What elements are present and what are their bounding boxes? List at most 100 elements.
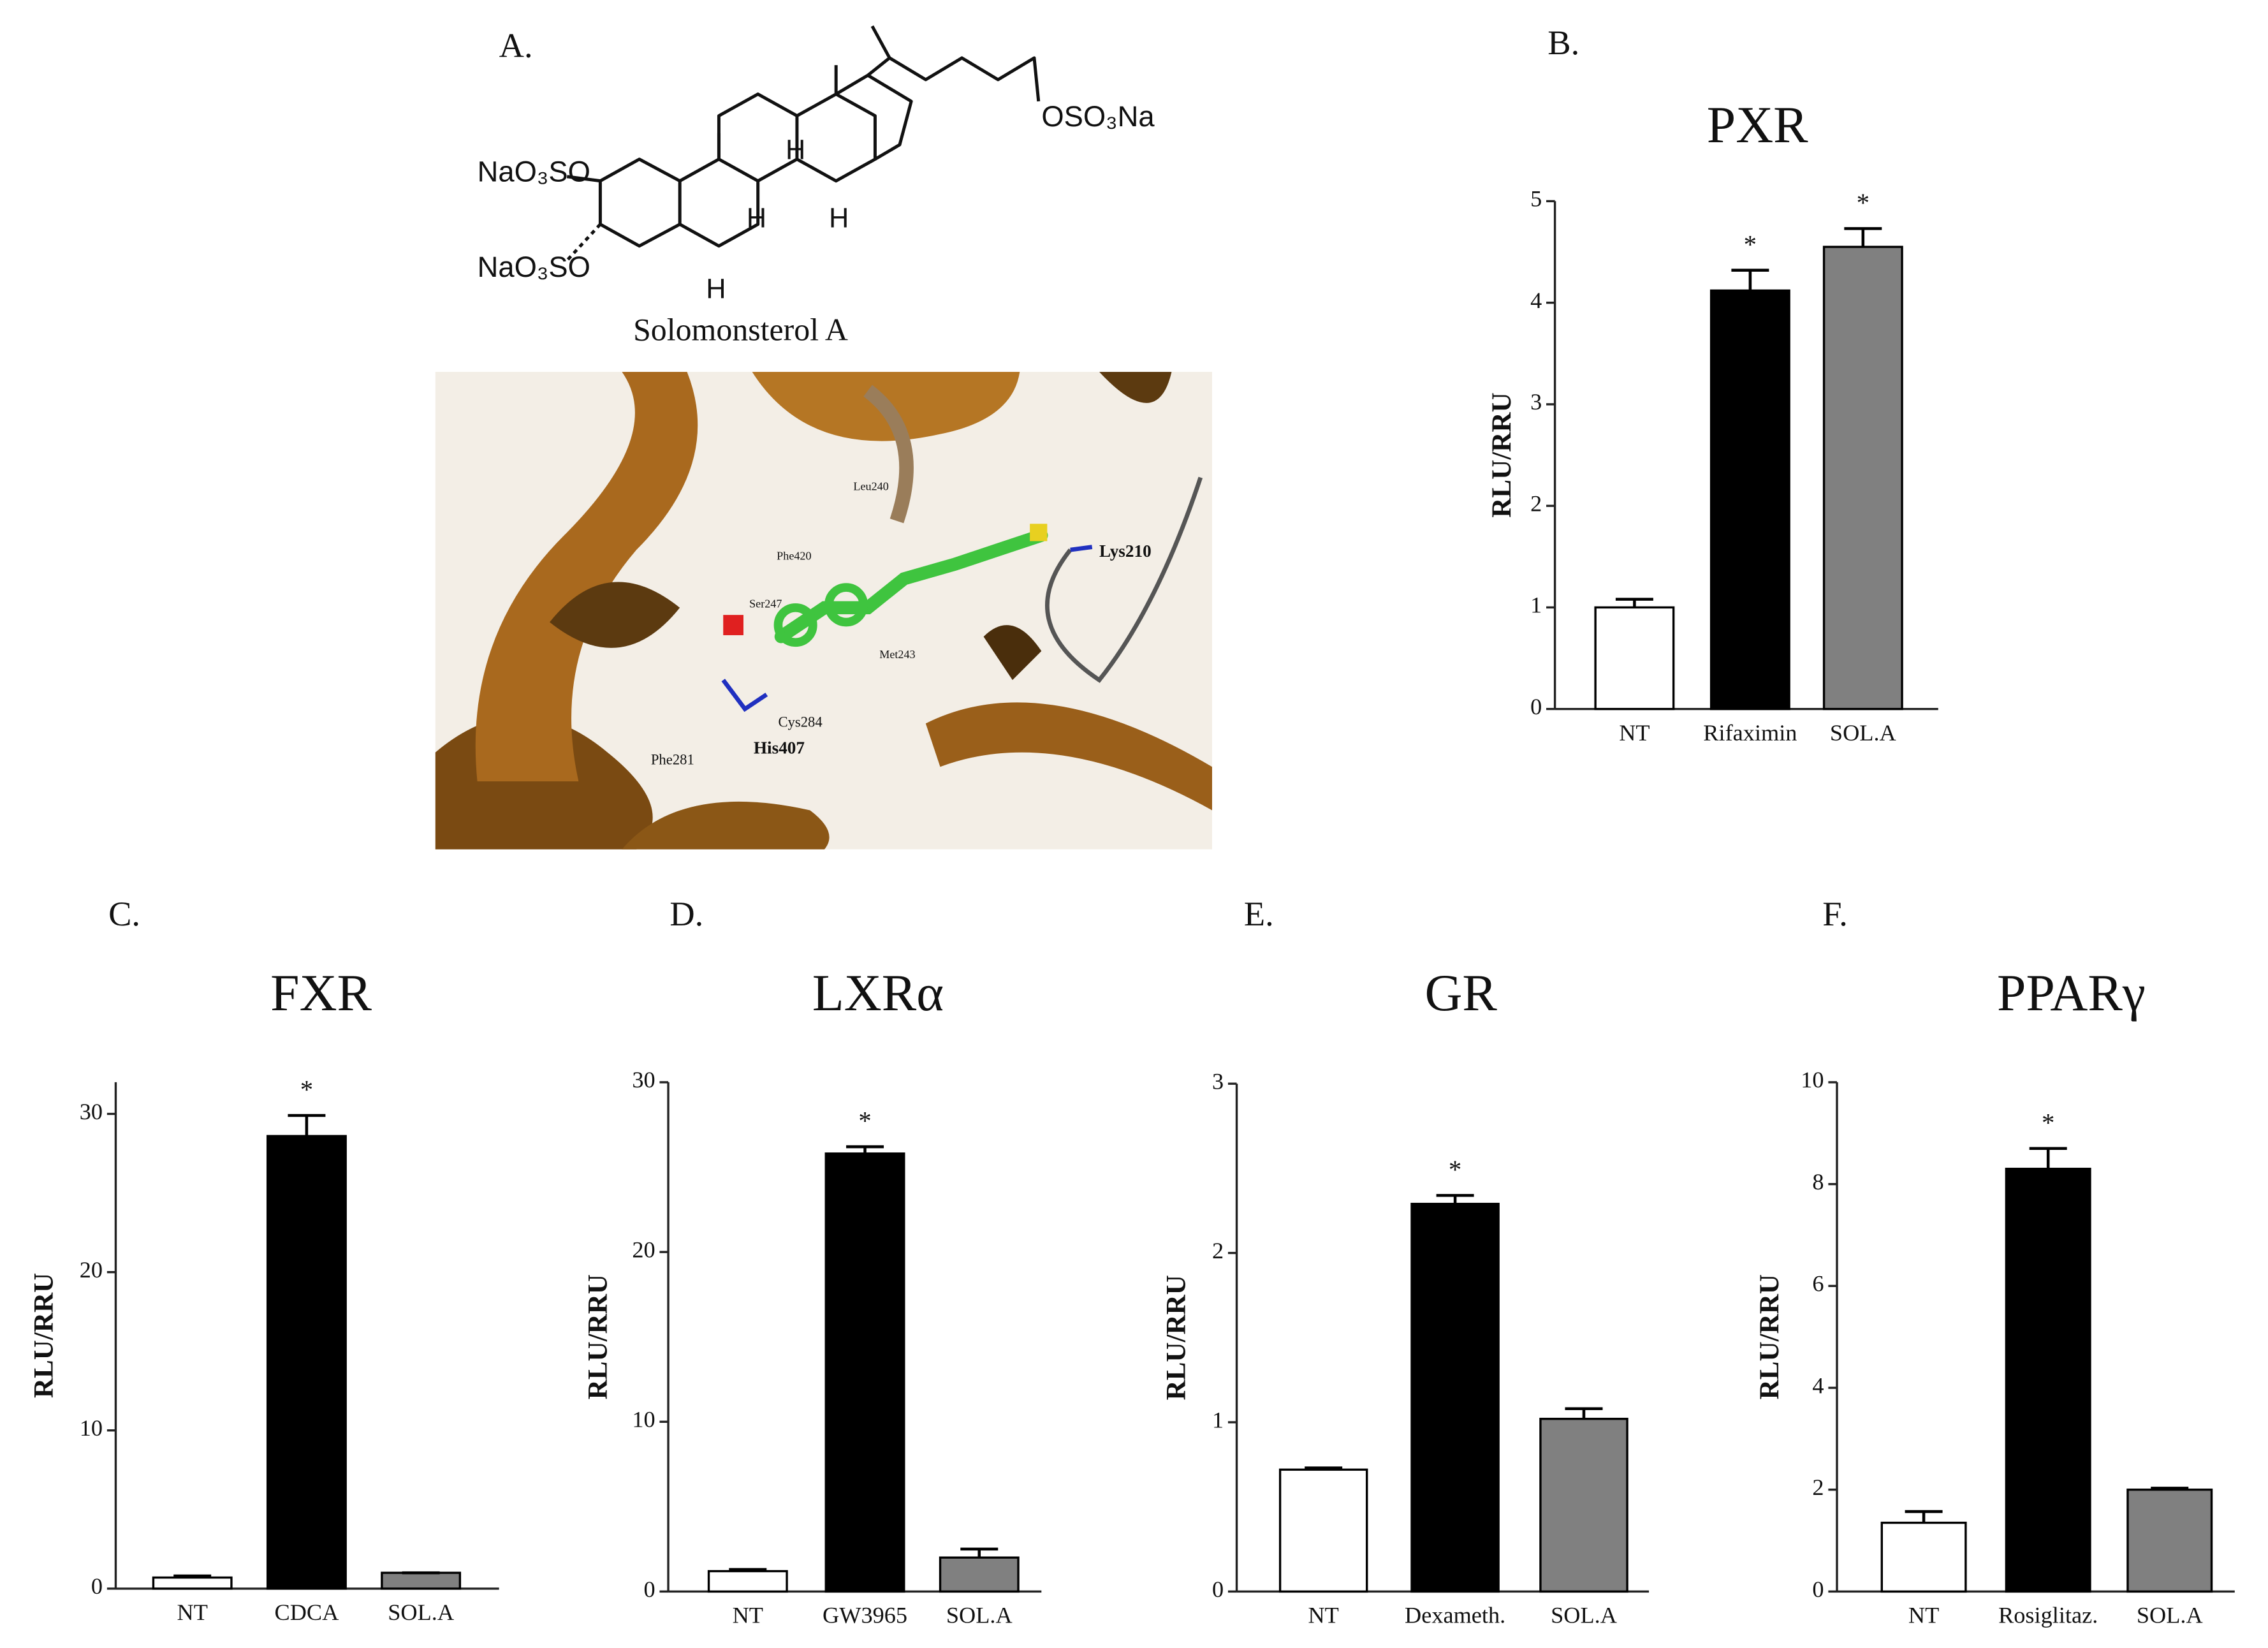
bar-chart: D. LXRα RLU/RRU 0 10 20 30 NT GW3965 * SOL.A [583, 894, 1042, 1628]
steroid-skeleton [566, 25, 1041, 262]
bar [707, 1570, 788, 1593]
x-tick-label: NT [1619, 720, 1650, 746]
y-tick-label: 10 [632, 1407, 655, 1432]
y-tick-label: 2 [1812, 1475, 1824, 1500]
hydrogen-label: H [786, 135, 805, 166]
x-tick-label: Rosiglitaz. [1998, 1603, 2098, 1628]
significance-marker: * [1744, 230, 1757, 259]
y-tick-label: 10 [80, 1415, 103, 1441]
bar [824, 1152, 905, 1593]
hydrogen-label: H [747, 203, 766, 233]
bar-chart: F. PPARγ RLU/RRU 0 2 4 6 8 10 NT Rosiglitaz. * SOL.A [1755, 894, 2235, 1628]
chart-title: PPARγ [1997, 964, 2146, 1022]
y-tick-label: 0 [1530, 694, 1542, 719]
significance-marker: * [2042, 1108, 2054, 1137]
x-tick-label: Rifaximin [1703, 720, 1797, 746]
y-tick-label: 1 [1212, 1407, 1224, 1432]
y-tick-label: 8 [1812, 1169, 1824, 1195]
y-tick-label: 2 [1212, 1238, 1224, 1263]
error-bar [2029, 1147, 2067, 1169]
panel-label: F. [1822, 894, 1848, 933]
significance-marker: * [1449, 1155, 1461, 1184]
error-bar [1844, 227, 1882, 247]
error-bar [729, 1568, 767, 1571]
y-tick-label: 30 [80, 1099, 103, 1124]
error-bar [846, 1145, 884, 1154]
error-bar [1565, 1407, 1603, 1419]
panel-label: B. [1547, 23, 1579, 62]
compound-name: Solomonsterol A [633, 312, 848, 347]
significance-marker: * [1857, 188, 1869, 217]
x-tick-label: Dexameth. [1405, 1603, 1505, 1628]
chart-title: PXR [1707, 96, 1808, 154]
y-tick-label: 0 [643, 1577, 655, 1602]
bar [381, 1571, 462, 1590]
chart-title: LXRα [812, 964, 944, 1022]
chart-title: FXR [270, 964, 372, 1022]
x-tick-label: CDCA [275, 1600, 339, 1625]
panel-label: D. [669, 894, 703, 933]
bar [1410, 1202, 1500, 1593]
panel-label: C. [108, 894, 140, 933]
y-tick-label: 20 [80, 1257, 103, 1283]
bar-chart: E. GR RLU/RRU 0 1 2 3 NT Dexameth. * SOL.A [1162, 894, 1650, 1628]
panel-label: A. [499, 26, 533, 65]
y-tick-label: 0 [1812, 1577, 1824, 1602]
bar [266, 1135, 347, 1590]
error-bar [1436, 1194, 1474, 1204]
chart-title: GR [1424, 964, 1497, 1022]
y-tick-label: 4 [1812, 1372, 1824, 1398]
residue-label: Lys210 [1099, 541, 1152, 561]
y-axis-label: RLU/RRU [583, 1274, 613, 1399]
y-tick-label: 1 [1530, 592, 1542, 618]
error-bar [1905, 1510, 1943, 1523]
error-bar [288, 1114, 326, 1137]
bar-panels: B. PXR RLU/RRU 0 1 2 3 4 5 NT Rifaximin * SOL.A * C. FX… [29, 23, 2235, 1628]
y-tick-label: 10 [1801, 1067, 1824, 1093]
x-tick-label: SOL.A [388, 1600, 454, 1625]
bar [1880, 1521, 1967, 1593]
error-bar [2151, 1487, 2189, 1490]
bar-chart: C. FXR RLU/RRU 0 10 20 30 NT CDCA * SOL.A [29, 894, 499, 1625]
bar [152, 1576, 233, 1590]
bar-chart: B. PXR RLU/RRU 0 1 2 3 4 5 NT Rifaximin * SOL.A * [1487, 23, 1938, 746]
sulfate-group: NaO₃SO [478, 251, 590, 283]
residue-label: Cys284 [778, 714, 822, 730]
hydrogen-label: H [829, 203, 849, 233]
residue-label: His407 [754, 738, 805, 757]
bar [1822, 246, 1903, 710]
y-tick-label: 0 [91, 1573, 103, 1599]
error-bar [1615, 598, 1653, 608]
x-tick-label: GW3965 [823, 1603, 907, 1628]
y-axis-label: RLU/RRU [1162, 1275, 1192, 1400]
y-tick-label: 2 [1530, 490, 1542, 516]
x-tick-label: SOL.A [946, 1603, 1013, 1628]
bar [1709, 289, 1790, 710]
docking-image [435, 372, 1212, 850]
y-tick-label: 30 [632, 1067, 655, 1093]
bar [939, 1556, 1020, 1593]
significance-marker: * [858, 1107, 871, 1135]
residue-label: Met243 [879, 648, 915, 661]
error-bar [1731, 269, 1769, 291]
residue-label: Ser247 [749, 597, 782, 610]
panel-label: E. [1244, 894, 1274, 933]
y-tick-label: 0 [1212, 1577, 1224, 1602]
y-tick-label: 6 [1812, 1271, 1824, 1297]
sulfate-group: OSO₃Na [1041, 100, 1155, 133]
x-tick-label: SOL.A [1551, 1603, 1617, 1628]
sulfate-group: NaO₃SO [478, 155, 590, 188]
x-tick-label: SOL.A [1830, 720, 1896, 746]
error-bar [960, 1547, 999, 1558]
panel-a: A. NaO₃SO NaO₃SO OSO₃Na H H H H Solomons… [435, 25, 1212, 850]
bar [1594, 606, 1675, 710]
bar [1278, 1468, 1368, 1593]
bar [2126, 1489, 2213, 1593]
error-bar [173, 1574, 212, 1578]
hydrogen-label: H [706, 274, 726, 304]
bar [2005, 1167, 2091, 1593]
residue-label: Phe281 [651, 752, 694, 768]
y-axis-label: RLU/RRU [1487, 392, 1517, 517]
x-tick-label: NT [1308, 1603, 1338, 1628]
